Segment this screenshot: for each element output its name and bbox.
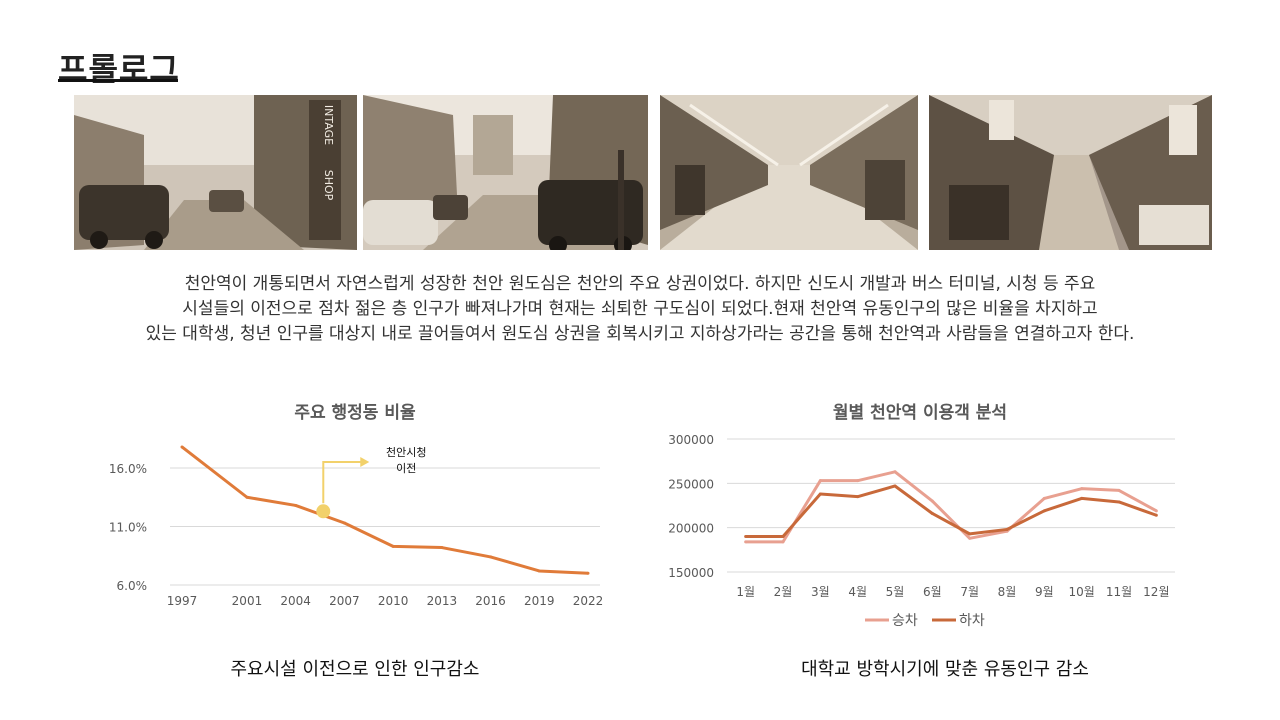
data-point	[391, 544, 395, 548]
y-tick-label: 16.0%	[109, 462, 147, 476]
legend-label: 승차	[892, 613, 918, 629]
data-point	[1117, 500, 1121, 504]
data-point	[930, 511, 934, 515]
monthly-station-users-chart: 300000 250000 200000 150000 1월 2월 3월 4월 5월 6월 7월 8월…	[668, 433, 1175, 629]
data-point	[744, 535, 748, 539]
data-point	[968, 532, 972, 536]
x-tick-label: 2022	[573, 594, 604, 608]
svg-text:SHOP: SHOP	[322, 170, 335, 201]
data-point	[930, 499, 934, 503]
y-tick-label: 250000	[668, 477, 714, 491]
x-tick-label: 3월	[811, 585, 830, 599]
arcade-market-photo	[929, 95, 1212, 250]
x-tick-label: 2001	[232, 594, 263, 608]
annotation-marker	[316, 504, 331, 519]
x-tick-label: 2010	[378, 594, 409, 608]
x-tick-label: 8월	[998, 585, 1017, 599]
x-tick-label: 2019	[524, 594, 555, 608]
data-point	[781, 535, 785, 539]
x-tick-label: 10월	[1069, 585, 1095, 599]
y-tick-label: 150000	[668, 566, 714, 580]
y-tick-label: 200000	[668, 522, 714, 536]
chart2-title: 월별 천안역 이용객 분석	[832, 403, 1008, 423]
data-point	[1080, 496, 1084, 500]
intro-line: 시설들의 이전으로 점차 젊은 층 인구가 빠져나가며 현재는 쇠퇴한 구도심이…	[182, 299, 1098, 319]
x-tick-label: 5월	[886, 585, 905, 599]
admin-district-ratio-chart: 16.0% 11.0% 6.0% 1997 2001 2004 2007 2010 2013 20…	[109, 445, 604, 608]
legend-label: 하차	[959, 613, 985, 629]
x-tick-label: 2007	[329, 594, 360, 608]
annotation-arrow-line	[322, 461, 362, 504]
x-tick-label: 1월	[736, 585, 755, 599]
chart1-title: 주요 행정동 비율	[294, 403, 416, 423]
data-point	[1005, 527, 1009, 531]
x-tick-label: 7월	[960, 585, 979, 599]
y-tick-label: 6.0%	[117, 579, 148, 593]
data-point	[1154, 513, 1158, 517]
x-tick-label: 2016	[475, 594, 506, 608]
data-point	[294, 503, 298, 507]
annotation-arrowhead	[360, 457, 370, 467]
data-point	[1042, 509, 1046, 513]
series-line-alighting	[745, 484, 1157, 539]
data-point	[440, 546, 444, 550]
y-tick-label: 300000	[668, 433, 714, 447]
x-tick-label: 4월	[848, 585, 867, 599]
data-point	[856, 495, 860, 499]
street-photo-parked-cars	[363, 95, 648, 250]
chart2-caption: 대학교 방학시기에 맞춘 유동인구 감소	[801, 659, 1089, 680]
y-tick-label: 11.0%	[109, 521, 147, 535]
data-point	[1117, 488, 1121, 492]
data-point	[893, 470, 897, 474]
slide-title: 프롤로그	[58, 50, 180, 88]
svg-text:INTAGE: INTAGE	[322, 105, 335, 145]
data-point	[744, 540, 748, 544]
data-point	[1042, 496, 1046, 500]
x-tick-label: 9월	[1035, 585, 1054, 599]
data-point	[180, 445, 184, 449]
chart1-caption: 주요시설 이전으로 인한 인구감소	[230, 659, 480, 680]
intro-line: 천안역이 개통되면서 자연스럽게 성장한 천안 원도심은 천안의 주요 상권이었…	[184, 274, 1096, 294]
data-point	[818, 479, 822, 483]
series-line-boarding	[745, 470, 1158, 544]
street-photo-vintage-shop: INTAGE SHOP	[74, 95, 357, 250]
data-point	[818, 492, 822, 496]
data-point	[968, 536, 972, 540]
series-line	[181, 445, 589, 575]
data-point	[537, 569, 541, 573]
title-underline	[58, 79, 178, 82]
annotation-text: 이전	[396, 462, 416, 475]
data-point	[1154, 509, 1158, 513]
x-tick-label: 12월	[1143, 585, 1169, 599]
data-point	[586, 571, 590, 575]
data-point	[1080, 487, 1084, 491]
x-tick-label: 11월	[1106, 585, 1132, 599]
intro-paragraph: 천안역이 개통되면서 자연스럽게 성장한 천안 원도심은 천안의 주요 상권이었…	[40, 272, 1240, 347]
data-point	[245, 495, 249, 499]
x-tick-label: 6월	[923, 585, 942, 599]
underground-mall-photo	[660, 95, 918, 250]
x-tick-label: 1997	[167, 594, 198, 608]
data-point	[781, 540, 785, 544]
x-tick-label: 2월	[774, 585, 793, 599]
x-tick-label: 2013	[427, 594, 458, 608]
data-point	[856, 479, 860, 483]
x-tick-label: 2004	[280, 594, 311, 608]
annotation-text: 천안시청	[386, 445, 426, 459]
data-point	[342, 521, 346, 525]
data-point	[893, 484, 897, 488]
data-point	[489, 555, 493, 559]
intro-line: 있는 대학생, 청년 인구를 대상지 내로 끌어들여서 원도심 상권을 회복시키…	[145, 324, 1135, 344]
